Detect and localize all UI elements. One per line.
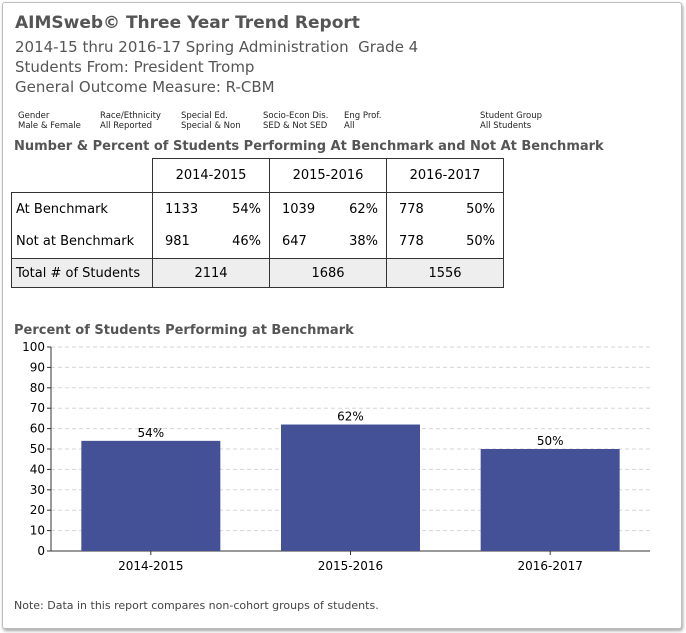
chart-title: Percent of Students Performing at Benchm… [14,323,354,338]
filter-special-ed: Special Ed. Special & Non [181,111,241,131]
x-tick-label: 2015-2016 [318,559,383,573]
percent-value: 38% [349,234,378,250]
y-tick-label: 50 [30,442,45,456]
count-value: 1039 [282,201,316,217]
filter-value: Special & Non [181,121,241,131]
count-value: 1133 [165,201,199,217]
administration-line: 2014-15 thru 2016-17 Spring Administrati… [15,38,419,56]
students-from-line: Students From: President Tromp [15,58,255,76]
percent-value: 50% [466,201,495,217]
table-row-total: Total # of Students 2114 1686 1556 [11,258,504,288]
benchmark-bar-chart: 0 10 20 30 40 50 60 70 80 90 100 54% 2014-2015 62% 201… [22,340,650,573]
filter-label: Student Group [480,111,543,121]
filter-value: All Students [480,121,532,131]
bar [281,424,420,551]
table-corner-cell [11,158,153,193]
table-title: Number & Percent of Students Performing … [14,139,604,154]
table-header-row: 2014-2015 2015-2016 2016-2017 [11,158,504,193]
bar-data-label: 62% [337,410,364,424]
column-header-year: 2016-2017 [386,158,504,193]
total-value: 1686 [269,258,387,288]
y-tick-label: 0 [37,544,45,558]
column-header-year: 2015-2016 [269,158,387,193]
row-label: Total # of Students [11,258,153,288]
table-cell: 647 38% [269,225,387,259]
table-cell: 981 46% [152,225,270,259]
count-value: 778 [399,201,424,217]
y-tick-label: 90 [30,360,45,374]
filter-value: Male & Female [18,121,81,131]
bar [81,440,221,551]
report-title: AIMSweb© Three Year Trend Report [15,13,360,33]
filter-label: Special Ed. [181,111,228,121]
y-tick-label: 30 [30,483,45,497]
benchmark-table: 2014-2015 2015-2016 2016-2017 At Benchma… [11,158,504,288]
filter-gender: Gender Male & Female [18,111,81,131]
y-tick-label: 100 [22,340,45,354]
count-value: 981 [165,234,190,250]
filter-label: Eng Prof. [344,111,382,121]
count-value: 647 [282,234,307,250]
count-value: 778 [399,234,424,250]
percent-value: 54% [232,201,261,217]
y-tick-label: 60 [30,422,45,436]
y-tick-label: 70 [30,401,45,415]
table-row-not-at-benchmark: Not at Benchmark 981 46% 647 38% 778 50% [11,225,504,259]
x-tick-label: 2014-2015 [118,559,183,573]
filter-race-ethnicity: Race/Ethnicity All Reported [100,111,161,131]
percent-value: 46% [232,234,261,250]
y-tick-label: 80 [30,381,45,395]
filter-value: All Reported [100,121,153,131]
filter-label: Socio-Econ Dis. [263,111,329,121]
row-label: Not at Benchmark [11,225,153,259]
bar [480,449,620,551]
table-row-at-benchmark: At Benchmark 1133 54% 1039 62% 778 50% [11,192,504,226]
filter-student-group: Student Group All Students [480,111,542,131]
table-cell: 1039 62% [269,192,387,226]
bar-data-label: 50% [537,434,564,448]
row-label: At Benchmark [11,192,153,226]
y-tick-label: 10 [30,524,45,538]
percent-value: 62% [349,201,378,217]
total-value: 1556 [386,258,504,288]
x-tick-label: 2016-2017 [517,559,582,573]
filter-eng-prof: Eng Prof. All [344,111,381,131]
table-cell: 778 50% [386,192,504,226]
filter-value: SED & Not SED [263,121,328,131]
filter-socio-econ: Socio-Econ Dis. SED & Not SED [263,111,328,131]
column-header-year: 2014-2015 [152,158,270,193]
table-cell: 778 50% [386,225,504,259]
table-cell: 1133 54% [152,192,270,226]
bar-data-label: 54% [137,426,164,440]
filter-label: Gender [18,111,50,121]
percent-value: 50% [466,234,495,250]
outcome-measure-line: General Outcome Measure: R-CBM [15,78,275,96]
footnote: Note: Data in this report compares non-c… [14,599,379,612]
filter-value: All [344,121,355,131]
total-value: 2114 [152,258,270,288]
y-tick-label: 20 [30,503,45,517]
y-tick-label: 40 [30,462,45,476]
filter-label: Race/Ethnicity [100,111,161,121]
